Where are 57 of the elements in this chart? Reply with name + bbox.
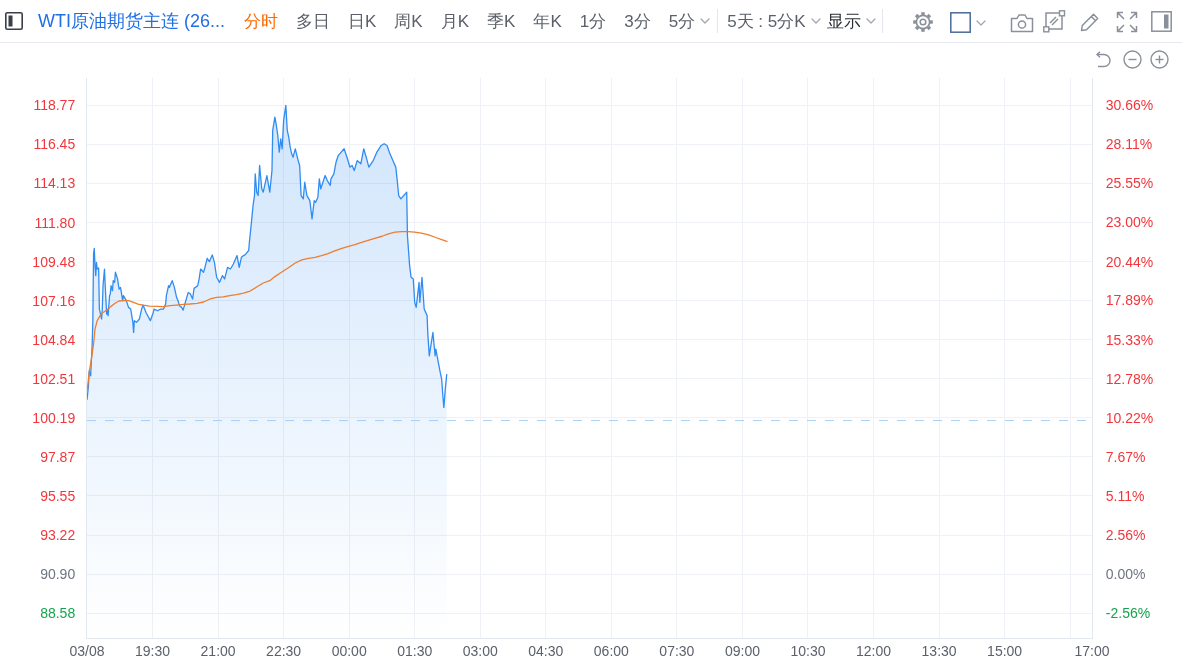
- y-tick-label: 100.19: [32, 409, 76, 426]
- y2-tick-label: 30.66%: [1105, 97, 1154, 114]
- y-tick-label: 88.58: [40, 605, 76, 622]
- y-tick-label: 118.77: [33, 97, 76, 114]
- text: 显示: [826, 10, 861, 33]
- x-tick-label: 13:30: [921, 642, 957, 659]
- x-tick-label: 03:00: [462, 642, 498, 659]
- text: 分时: [244, 10, 279, 33]
- x-tick-label: 21:00: [200, 642, 236, 659]
- x-tick-label: 03/08: [69, 642, 105, 659]
- y2-tick-label: 25.55%: [1105, 175, 1154, 192]
- x-tick-label: 17:00: [1074, 642, 1110, 659]
- x-tick-label: 19:30: [135, 642, 171, 659]
- x-tick-label: 10:30: [790, 642, 826, 659]
- y-tick-label: 114.13: [33, 175, 76, 192]
- y-tick-label: 111.80: [34, 214, 76, 231]
- y-tick-label: 90.90: [40, 566, 76, 582]
- x-tick-label: 04:30: [528, 642, 564, 659]
- y-tick-label: 97.87: [40, 448, 76, 465]
- y2-tick-label: 17.89%: [1105, 292, 1154, 309]
- y-tick-label: 95.55: [40, 487, 76, 504]
- y2-tick-label: 2.56%: [1105, 526, 1146, 543]
- y2-tick-label: 0.00%: [1105, 566, 1146, 582]
- y2-tick-label: -2.56%: [1105, 605, 1151, 622]
- x-tick-label: 07:30: [659, 642, 695, 659]
- text: 季K: [487, 10, 516, 33]
- y-tick-label: 107.16: [32, 292, 76, 309]
- y2-tick-label: 12.78%: [1105, 370, 1154, 387]
- text: 年K: [533, 10, 562, 33]
- text: 多日: [296, 10, 331, 33]
- x-tick-label: 06:00: [593, 642, 630, 659]
- y2-tick-label: 5.11%: [1105, 487, 1145, 504]
- text: 月K: [440, 10, 470, 33]
- y-tick-label: 102.51: [32, 370, 76, 387]
- text: 3分: [624, 10, 651, 33]
- y2-tick-label: 7.67%: [1105, 448, 1146, 465]
- text: 5分: [668, 10, 696, 33]
- y2-tick-label: 28.11%: [1105, 136, 1153, 153]
- y2-tick-label: 10.22%: [1105, 409, 1154, 426]
- y2-tick-label: 23.00%: [1105, 214, 1154, 231]
- text: 日K: [348, 10, 377, 33]
- y2-tick-label: 20.44%: [1105, 253, 1154, 270]
- text: 5天 : 5分K: [727, 10, 806, 33]
- chart-title: WTI原油期货主连 (26...: [38, 10, 226, 33]
- x-tick-label: 00:00: [331, 642, 367, 659]
- y2-tick-label: 15.33%: [1105, 331, 1154, 348]
- text: 1分: [579, 10, 607, 33]
- text: 周K: [394, 10, 423, 33]
- x-tick-label: 09:00: [724, 642, 761, 659]
- x-tick-label: 01:30: [397, 642, 433, 659]
- x-tick-label: 12:00: [856, 642, 892, 659]
- x-tick-label: 15:00: [987, 642, 1023, 659]
- x-tick-label: 22:30: [266, 642, 302, 659]
- y-tick-label: 109.48: [32, 253, 76, 270]
- y-tick-label: 93.22: [40, 526, 76, 543]
- y-tick-label: 104.84: [32, 331, 76, 348]
- y-tick-label: 116.45: [33, 136, 76, 153]
